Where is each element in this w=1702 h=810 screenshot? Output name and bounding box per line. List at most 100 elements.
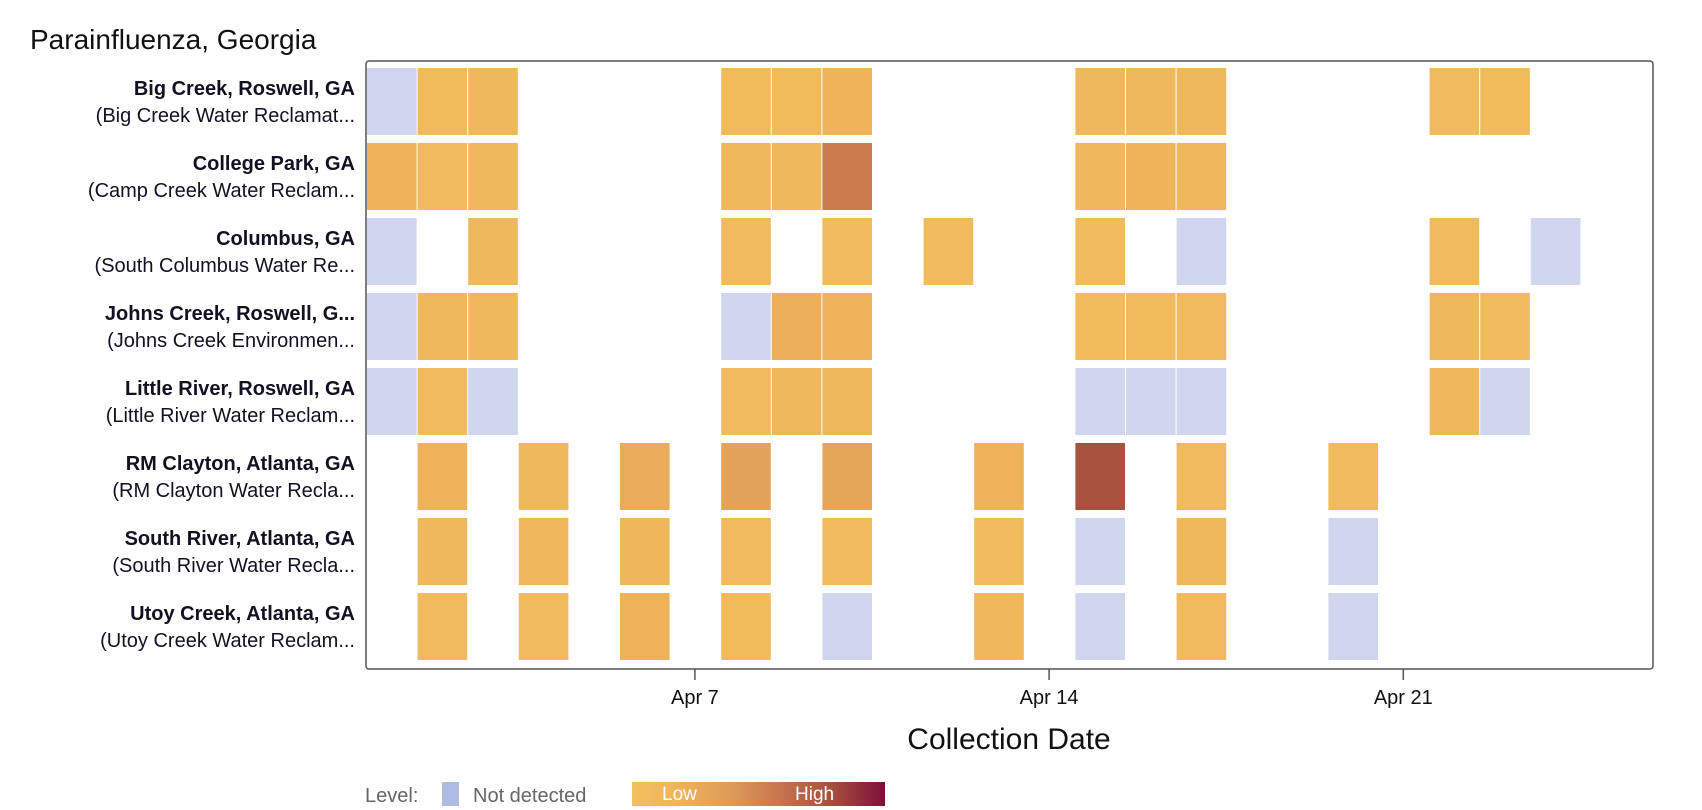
heatmap-cell: [974, 443, 1024, 510]
heatmap-cell-not-detected: [367, 68, 417, 135]
heatmap-cell: [974, 593, 1024, 660]
heatmap-cell: [1075, 68, 1125, 135]
heatmap-cell: [620, 518, 670, 585]
heatmap-cell: [1328, 443, 1378, 510]
x-tick-label: Apr 21: [1374, 687, 1433, 709]
heatmap-cell: [822, 68, 872, 135]
heatmap-cell: [417, 518, 468, 585]
heatmap-cell: [1176, 593, 1227, 660]
heatmap-cell: [771, 368, 822, 435]
heatmap-cell: [1176, 68, 1227, 135]
heatmap-cells: [367, 68, 1581, 660]
heatmap-cell: [1176, 143, 1227, 210]
legend-low-label: Low: [662, 784, 697, 805]
heatmap-cell-not-detected: [721, 293, 771, 360]
heatmap-cell: [468, 218, 518, 285]
heatmap-cell-not-detected: [468, 368, 518, 435]
row-label-name: Johns Creek, Roswell, G...: [105, 303, 355, 325]
row-label-name: Little River, Roswell, GA: [125, 378, 355, 400]
heatmap-cell: [1480, 68, 1530, 135]
heatmap-cell-not-detected: [367, 218, 417, 285]
row-label-facility: (Big Creek Water Reclamat...: [96, 105, 355, 127]
legend-title: Level:: [365, 785, 418, 807]
heatmap-cell: [771, 293, 822, 360]
heatmap-cell: [417, 593, 468, 660]
heatmap-cell: [1429, 68, 1480, 135]
row-label-facility: (South River Water Recla...: [112, 555, 355, 577]
heatmap-cell: [822, 518, 872, 585]
heatmap-cell: [822, 443, 872, 510]
heatmap-cell-not-detected: [367, 293, 417, 360]
heatmap-cell: [1176, 518, 1227, 585]
heatmap-cell: [721, 518, 771, 585]
heatmap-cell: [822, 368, 872, 435]
row-label-name: Big Creek, Roswell, GA: [134, 78, 355, 100]
heatmap-cell-not-detected: [822, 593, 872, 660]
heatmap-cell: [1075, 293, 1125, 360]
row-labels: Big Creek, Roswell, GA (Big Creek Water R…: [88, 78, 355, 652]
heatmap-cell: [468, 293, 518, 360]
heatmap-cell: [518, 593, 569, 660]
heatmap-cell: [1075, 143, 1125, 210]
heatmap-cell-not-detected: [1126, 368, 1176, 435]
heatmap-cell: [1126, 68, 1176, 135]
heatmap-cell: [1075, 443, 1125, 510]
heatmap-cell-not-detected: [1075, 518, 1125, 585]
heatmap-cell: [721, 443, 771, 510]
heatmap-cell: [417, 68, 468, 135]
heatmap-cell: [367, 143, 417, 210]
x-axis-title: Collection Date: [907, 723, 1110, 756]
chart-title: Parainfluenza, Georgia: [30, 24, 317, 55]
heatmap-cell: [417, 143, 468, 210]
heatmap-cell: [1429, 368, 1480, 435]
heatmap-cell-not-detected: [1530, 218, 1581, 285]
heatmap-cell: [468, 143, 518, 210]
heatmap-cell: [923, 218, 974, 285]
row-label-name: RM Clayton, Atlanta, GA: [126, 453, 355, 475]
legend-not-detected-swatch: [442, 782, 459, 806]
heatmap-cell: [518, 443, 569, 510]
row-label-facility: (Camp Creek Water Reclam...: [88, 180, 355, 202]
heatmap-cell: [518, 518, 569, 585]
heatmap-cell-not-detected: [1075, 593, 1125, 660]
heatmap-cell-not-detected: [367, 368, 417, 435]
heatmap-cell: [771, 68, 822, 135]
heatmap-cell: [721, 368, 771, 435]
heatmap-cell: [822, 218, 872, 285]
row-label-name: Columbus, GA: [216, 228, 355, 250]
heatmap-cell: [620, 593, 670, 660]
heatmap-cell-not-detected: [1075, 368, 1125, 435]
heatmap-cell: [974, 518, 1024, 585]
heatmap-cell: [822, 143, 872, 210]
row-label-facility: (Utoy Creek Water Reclam...: [100, 630, 355, 652]
heatmap-cell: [1126, 143, 1176, 210]
heatmap-cell: [721, 593, 771, 660]
x-tick-label: Apr 14: [1020, 687, 1079, 709]
heatmap-cell-not-detected: [1328, 518, 1378, 585]
row-label-facility: (Johns Creek Environmen...: [107, 330, 355, 352]
row-label-name: South River, Atlanta, GA: [125, 528, 355, 550]
row-label-facility: (RM Clayton Water Recla...: [112, 480, 355, 502]
heatmap-cell: [1075, 218, 1125, 285]
legend-high-label: High: [795, 784, 834, 805]
row-label-facility: (Little River Water Reclam...: [106, 405, 355, 427]
heatmap-cell: [1176, 293, 1227, 360]
heatmap-cell: [417, 443, 468, 510]
legend-not-detected-label: Not detected: [473, 785, 586, 807]
heatmap-cell: [721, 143, 771, 210]
heatmap-cell: [468, 68, 518, 135]
legend-gradient-bar: [632, 782, 885, 806]
heatmap-cell: [1429, 293, 1480, 360]
heatmap-cell-not-detected: [1328, 593, 1378, 660]
heatmap-cell: [417, 368, 468, 435]
heatmap-cell: [721, 218, 771, 285]
row-label-name: Utoy Creek, Atlanta, GA: [130, 603, 355, 625]
row-label-facility: (South Columbus Water Re...: [95, 255, 355, 277]
heatmap-cell: [1176, 443, 1227, 510]
heatmap-cell: [417, 293, 468, 360]
x-axis: Apr 7 Apr 14 Apr 21: [671, 669, 1433, 709]
heatmap-cell: [1480, 293, 1530, 360]
row-label-name: College Park, GA: [193, 153, 355, 175]
heatmap-cell-not-detected: [1480, 368, 1530, 435]
heatmap-cell: [822, 293, 872, 360]
